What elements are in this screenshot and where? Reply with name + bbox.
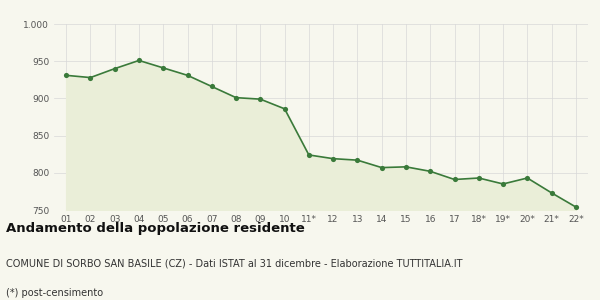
- Point: [401, 164, 411, 169]
- Point: [450, 177, 460, 182]
- Point: [280, 106, 289, 111]
- Point: [498, 182, 508, 186]
- Point: [110, 66, 119, 71]
- Point: [207, 84, 217, 89]
- Point: [158, 65, 168, 70]
- Text: COMUNE DI SORBO SAN BASILE (CZ) - Dati ISTAT al 31 dicembre - Elaborazione TUTTI: COMUNE DI SORBO SAN BASILE (CZ) - Dati I…: [6, 258, 463, 268]
- Point: [134, 58, 144, 63]
- Point: [523, 176, 532, 180]
- Point: [547, 190, 556, 195]
- Point: [353, 158, 362, 163]
- Point: [474, 176, 484, 180]
- Point: [231, 95, 241, 100]
- Point: [61, 73, 71, 78]
- Text: Andamento della popolazione residente: Andamento della popolazione residente: [6, 222, 305, 235]
- Point: [182, 73, 192, 78]
- Point: [328, 156, 338, 161]
- Point: [377, 165, 386, 170]
- Point: [571, 205, 581, 209]
- Point: [304, 152, 314, 157]
- Point: [425, 169, 435, 174]
- Point: [86, 75, 95, 80]
- Text: (*) post-censimento: (*) post-censimento: [6, 288, 103, 298]
- Point: [256, 97, 265, 101]
